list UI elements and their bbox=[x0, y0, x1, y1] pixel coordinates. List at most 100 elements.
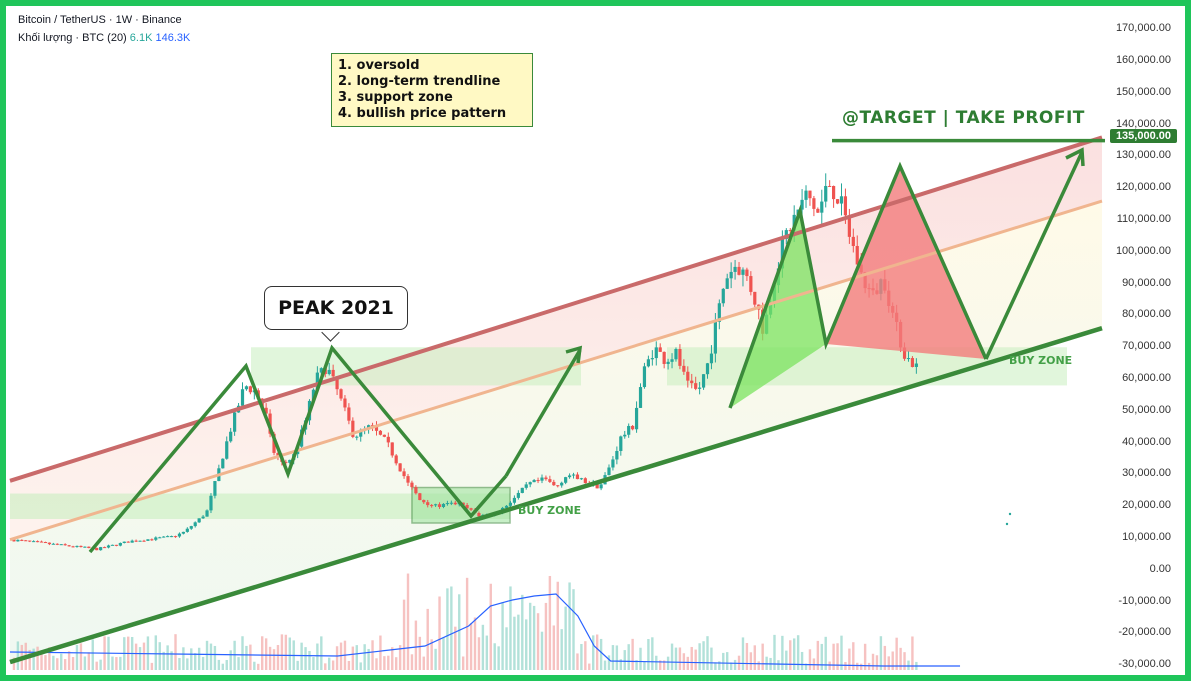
buy-zone-box-2 bbox=[667, 347, 1067, 386]
volume-bar bbox=[52, 655, 55, 670]
volume-bar bbox=[532, 605, 536, 670]
candle-body bbox=[378, 430, 383, 435]
candle-body bbox=[382, 434, 386, 437]
volume-bar bbox=[528, 602, 532, 670]
candle-body bbox=[158, 537, 162, 539]
candle-body bbox=[690, 380, 694, 384]
volume-bar bbox=[505, 627, 508, 670]
volume-bar bbox=[733, 659, 737, 670]
volume-ma-line bbox=[9, 593, 961, 667]
volume-bar bbox=[383, 656, 386, 670]
projection-arrow-1 bbox=[504, 349, 582, 477]
candle-body bbox=[824, 185, 828, 202]
candle-body bbox=[367, 425, 371, 429]
volume-bar bbox=[627, 644, 630, 670]
candle-body bbox=[169, 536, 174, 538]
volume-bar bbox=[804, 663, 808, 670]
zigzag-2021 bbox=[88, 344, 508, 554]
volume-bar bbox=[32, 648, 35, 670]
candle-body bbox=[284, 461, 288, 463]
buy-zone-label-2: BUY ZONE bbox=[1009, 354, 1073, 367]
volume-bar bbox=[792, 638, 796, 670]
volume-bar bbox=[702, 641, 705, 670]
volume-bar bbox=[753, 645, 756, 670]
volume-bar bbox=[785, 650, 788, 670]
candle-body bbox=[804, 190, 808, 200]
volume-bar bbox=[911, 636, 914, 670]
volume-bar bbox=[119, 656, 122, 670]
candle-body bbox=[599, 484, 603, 489]
candle-body bbox=[725, 278, 729, 289]
volume-bar bbox=[525, 619, 528, 670]
candle-body bbox=[536, 480, 540, 482]
volume-bar bbox=[312, 657, 315, 670]
candle-body bbox=[851, 236, 855, 246]
candle-body bbox=[540, 477, 544, 481]
volume-bar bbox=[477, 637, 481, 670]
volume-bar bbox=[497, 646, 500, 670]
volume-bar bbox=[442, 637, 445, 670]
candle-body bbox=[118, 542, 122, 546]
volume-bar bbox=[158, 642, 161, 670]
volume-bar bbox=[367, 648, 370, 670]
candle-body bbox=[520, 487, 524, 493]
volume-bar bbox=[115, 657, 118, 670]
candle-body bbox=[63, 544, 67, 546]
note-item: 2. long-term trendline bbox=[338, 74, 501, 89]
y-tick-label: -10,000.00 bbox=[1118, 594, 1171, 607]
volume-bar bbox=[28, 649, 31, 670]
upper-channel-band bbox=[10, 137, 1102, 540]
candle-body bbox=[508, 502, 513, 506]
candle-body bbox=[623, 434, 627, 437]
volume-bar bbox=[331, 660, 335, 670]
candle-body bbox=[674, 349, 678, 360]
volume-bar bbox=[883, 645, 887, 670]
candle-body bbox=[55, 543, 59, 545]
volume-bar bbox=[611, 645, 615, 670]
candle-body bbox=[552, 481, 556, 486]
volume-bar bbox=[201, 656, 205, 670]
volume-bar bbox=[568, 582, 571, 670]
volume-bar bbox=[592, 635, 595, 670]
candle-body bbox=[646, 359, 650, 367]
candle-body bbox=[658, 347, 662, 352]
candle-body bbox=[847, 215, 851, 237]
y-tick-label: 90,000.00 bbox=[1122, 276, 1171, 289]
volume-bar bbox=[903, 652, 906, 670]
volume-bar bbox=[777, 660, 780, 670]
volume-bar bbox=[588, 663, 591, 670]
volume-bar bbox=[867, 662, 871, 670]
volume-bar bbox=[174, 634, 177, 670]
volume-bar bbox=[623, 650, 626, 670]
candle-body bbox=[75, 545, 79, 547]
volume-bar bbox=[178, 658, 181, 670]
volume-bar bbox=[166, 645, 169, 670]
candle-body bbox=[820, 201, 824, 213]
volume-legend: Khối lượng · BTC (20) 6.1K 146.3K bbox=[18, 32, 190, 44]
y-tick-label: 160,000.00 bbox=[1115, 54, 1171, 67]
volume-bar bbox=[548, 575, 552, 670]
volume-bar bbox=[79, 643, 83, 670]
candle-body bbox=[430, 505, 434, 507]
candle-body bbox=[197, 518, 201, 523]
volume-bar bbox=[276, 645, 280, 670]
target-label: @TARGET | TAKE PROFIT bbox=[842, 108, 1085, 128]
candle-body bbox=[99, 547, 103, 551]
volume-bar bbox=[347, 660, 351, 670]
candle-body bbox=[201, 516, 205, 519]
volume-bar bbox=[434, 648, 437, 670]
candle-body bbox=[87, 546, 91, 549]
marker-dot bbox=[1008, 512, 1012, 516]
candle-body bbox=[694, 383, 698, 389]
candle-body bbox=[619, 436, 623, 451]
volume-bar bbox=[875, 655, 879, 670]
volume-bar bbox=[142, 642, 146, 670]
volume-bar bbox=[552, 625, 556, 670]
volume-bar bbox=[182, 647, 185, 670]
candle-body bbox=[110, 544, 115, 546]
candle-body bbox=[571, 474, 576, 476]
candle-body bbox=[386, 436, 390, 443]
volume-bar bbox=[887, 656, 890, 670]
candle-body bbox=[347, 407, 351, 421]
candle-body bbox=[213, 481, 217, 496]
